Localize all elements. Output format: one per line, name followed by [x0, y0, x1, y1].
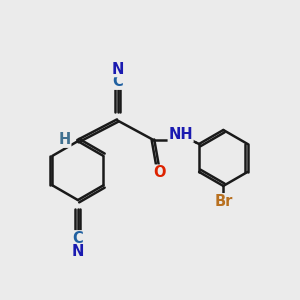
Text: NH: NH [168, 127, 193, 142]
Text: H: H [58, 132, 71, 147]
Text: C: C [112, 74, 123, 89]
Text: Br: Br [214, 194, 232, 209]
Text: C: C [73, 231, 83, 246]
Text: O: O [154, 165, 166, 180]
Text: N: N [111, 61, 124, 76]
Text: N: N [72, 244, 84, 259]
